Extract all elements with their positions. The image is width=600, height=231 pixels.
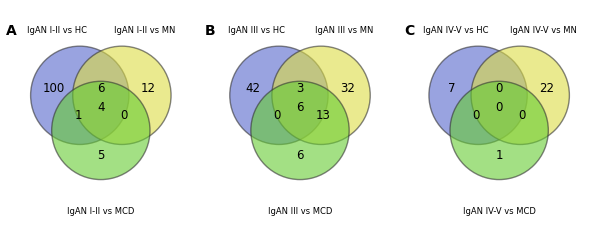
Text: 0: 0 <box>473 109 480 122</box>
Circle shape <box>251 81 349 179</box>
Text: 6: 6 <box>296 149 304 161</box>
Text: 100: 100 <box>43 82 65 95</box>
Circle shape <box>450 81 548 179</box>
Text: 6: 6 <box>97 82 104 95</box>
Text: C: C <box>404 24 415 38</box>
Text: 42: 42 <box>245 82 260 95</box>
Text: 12: 12 <box>141 82 156 95</box>
Text: IgAN IV-V vs MN: IgAN IV-V vs MN <box>509 26 577 35</box>
Circle shape <box>73 46 171 144</box>
Text: IgAN III vs MCD: IgAN III vs MCD <box>268 207 332 216</box>
Text: IgAN IV-V vs MCD: IgAN IV-V vs MCD <box>463 207 536 216</box>
Text: 1: 1 <box>74 109 82 122</box>
Text: IgAN I-II vs MN: IgAN I-II vs MN <box>114 26 175 35</box>
Text: 7: 7 <box>448 82 455 95</box>
Text: 6: 6 <box>296 101 304 114</box>
Text: IgAN III vs HC: IgAN III vs HC <box>227 26 284 35</box>
Circle shape <box>429 46 527 144</box>
Text: 5: 5 <box>97 149 104 161</box>
Text: IgAN I-II vs HC: IgAN I-II vs HC <box>27 26 87 35</box>
Circle shape <box>471 46 569 144</box>
Circle shape <box>52 81 150 179</box>
Text: 13: 13 <box>316 109 330 122</box>
Text: 0: 0 <box>518 109 526 122</box>
Text: 0: 0 <box>496 101 503 114</box>
Text: 0: 0 <box>274 109 281 122</box>
Text: 1: 1 <box>496 149 503 161</box>
Circle shape <box>230 46 328 144</box>
Text: 4: 4 <box>97 101 104 114</box>
Text: B: B <box>205 24 216 38</box>
Text: 32: 32 <box>340 82 355 95</box>
Circle shape <box>272 46 370 144</box>
Text: 22: 22 <box>539 82 554 95</box>
Text: IgAN IV-V vs HC: IgAN IV-V vs HC <box>422 26 488 35</box>
Text: 3: 3 <box>296 82 304 95</box>
Text: A: A <box>6 24 17 38</box>
Text: 0: 0 <box>120 109 127 122</box>
Text: 0: 0 <box>496 82 503 95</box>
Text: IgAN III vs MN: IgAN III vs MN <box>315 26 373 35</box>
Text: IgAN I-II vs MCD: IgAN I-II vs MCD <box>67 207 134 216</box>
Circle shape <box>31 46 129 144</box>
